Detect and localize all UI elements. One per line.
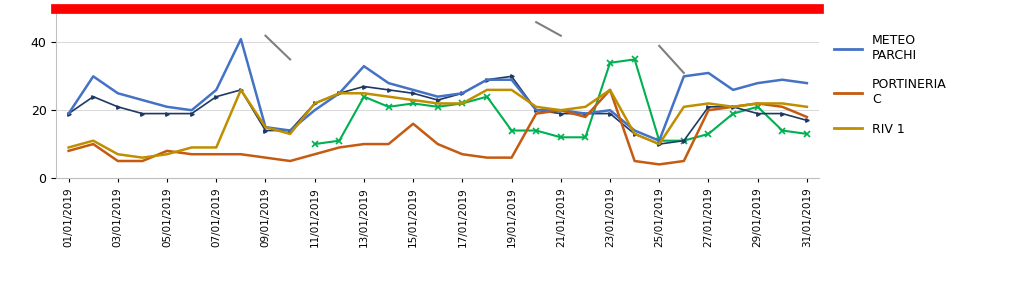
Legend: METEO
PARCHI, PORTINERIA
C, RIV 1: METEO PARCHI, PORTINERIA C, RIV 1 [829, 29, 951, 141]
